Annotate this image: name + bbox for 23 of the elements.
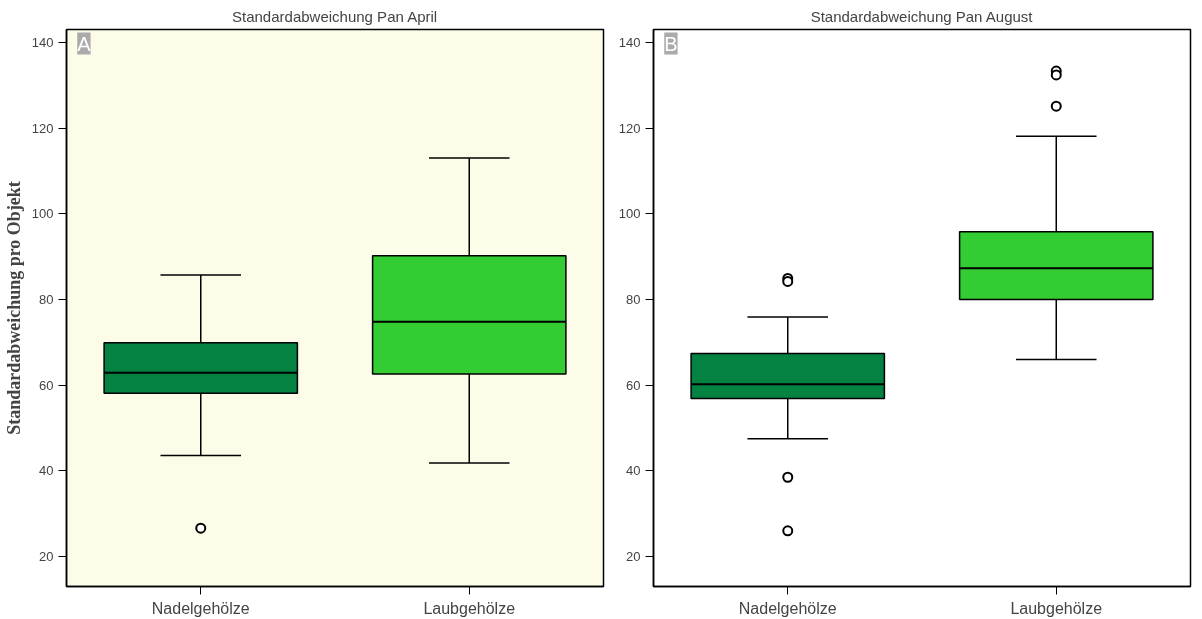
y-tick-label: 120 <box>31 120 54 136</box>
x-tick-label: Laubgehölze <box>1010 599 1103 617</box>
y-tick-label: 80 <box>39 291 54 307</box>
x-tick-label: Nadelgehölze <box>738 599 837 617</box>
x-tick-label: Nadelgehölze <box>151 599 250 617</box>
y-tick-label: 100 <box>618 206 641 222</box>
y-tick-label: 140 <box>618 34 641 50</box>
chart-title: Standardabweichung Pan April <box>232 7 438 25</box>
y-tick-label: 100 <box>31 206 54 222</box>
y-tick-label: 120 <box>618 120 641 136</box>
y-tick-label: 60 <box>39 377 54 393</box>
chart-title: Standardabweichung Pan August <box>810 7 1034 25</box>
annotation: A <box>77 32 92 55</box>
annotation: B <box>664 32 678 55</box>
y-tick-label: 20 <box>39 549 54 565</box>
y-tick-label: 80 <box>626 291 641 307</box>
y-axis-title: Standardabweichung pro Objekt <box>3 181 24 435</box>
y-tick-label: 20 <box>626 549 641 565</box>
y-tick-label: 40 <box>626 463 641 479</box>
y-tick-label: 60 <box>626 377 641 393</box>
y-tick-label: 40 <box>39 463 54 479</box>
y-tick-label: 140 <box>31 34 54 50</box>
x-tick-label: Laubgehölze <box>423 599 516 617</box>
